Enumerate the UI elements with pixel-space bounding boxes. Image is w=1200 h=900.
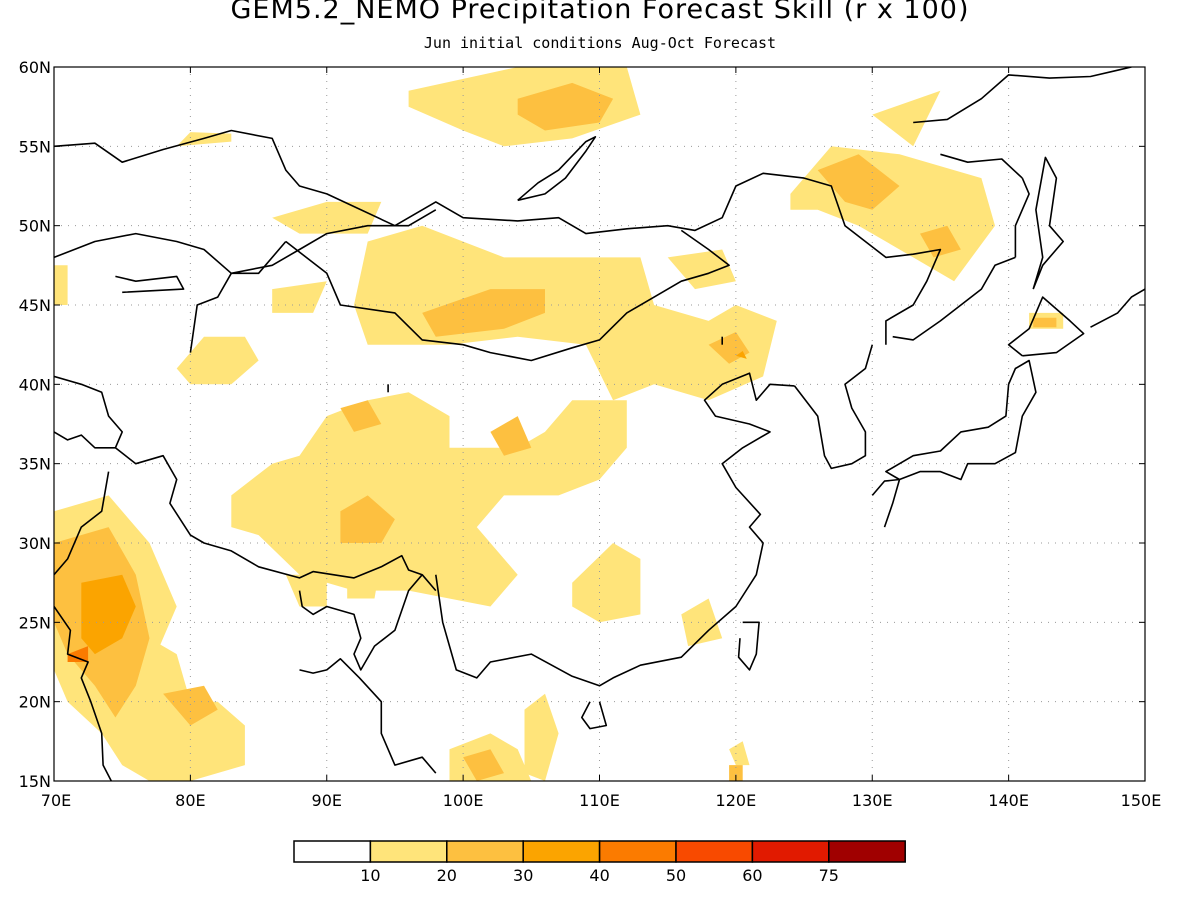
coastline [54,129,942,345]
coastlines [54,67,1145,781]
colorbar-swatch [369,840,448,863]
lat-tick-label: 60N [19,58,51,77]
coastline [54,606,113,781]
skill-region [729,765,743,781]
coastline [885,359,1037,481]
skill-region [67,646,89,662]
lat-tick-label: 15N [19,772,51,791]
coastline [737,621,760,671]
skill-region [517,82,614,131]
lon-tick-label: 150E [1121,791,1162,810]
colorbar-label: 75 [819,866,839,885]
colorbar-swatch [598,840,677,863]
map-subtitle: Jun initial conditions Aug-Oct Forecast [423,34,777,52]
coastline [189,240,287,353]
colorbar-swatch [751,840,830,863]
coastline [517,136,597,202]
coastline [1032,156,1064,290]
skill-region [667,249,736,290]
colorbar: 10 20 30 40 50 60 75 [293,840,906,885]
coastline [54,471,110,576]
lat-tick-label: 50N [19,217,51,236]
skill-region [735,351,747,359]
coastline [1014,177,1030,258]
map-title: GEM5.2_NEMO Precipitation Forecast Skill… [230,0,970,25]
coastline [793,344,874,470]
skill-region [340,400,382,432]
skill-region [340,495,395,543]
lat-tick-label: 45N [19,296,51,315]
lon-tick-label: 140E [988,791,1029,810]
lat-tick-label: 25N [19,613,51,632]
skill-region [422,289,545,337]
coastline [1007,296,1085,357]
lat-tick-label: 55N [19,137,51,156]
lon-tick-label: 90E [312,791,342,810]
skill-region [681,598,723,647]
coastline [580,701,608,730]
skill-shading [54,67,1064,781]
lon-tick-label: 80E [175,791,205,810]
skill-region [872,90,941,147]
colorbar-label: 30 [513,866,533,885]
skill-region [463,749,504,781]
skill-region [285,574,327,607]
lat-tick-label: 20N [19,693,51,712]
coastline [913,67,1132,124]
skill-region [354,225,777,401]
lon-tick-label: 120E [716,791,757,810]
colorbar-label: 20 [437,866,457,885]
skill-region [81,574,136,655]
colorbar-label: 60 [742,866,762,885]
coastline [54,209,437,275]
coastline [285,229,730,362]
skill-region [347,558,382,599]
skill-region [729,741,750,766]
coastline [54,375,437,592]
skill-region [817,154,900,210]
coastline [1090,288,1145,328]
coastline [115,275,185,294]
coastline [299,657,437,774]
colorbar-label: 10 [360,866,380,885]
coastline [54,431,116,449]
lon-tick-label: 130E [852,791,893,810]
skill-region [54,265,68,305]
skill-region [163,685,218,726]
colorbar-swatch [522,840,601,863]
skill-region [176,336,259,385]
colorbar-label: 40 [589,866,609,885]
lat-tick-label: 35N [19,455,51,474]
lat-tick-label: 40N [19,375,51,394]
lat-tick-label: 30N [19,534,51,553]
coastline [892,256,1016,341]
lon-tick-label: 110E [579,791,620,810]
coastline [940,153,1023,179]
axis-ticks: 70E 80E 90E 100E 110E 120E 130E 140E 150E 15N 20N 2… [19,58,1162,810]
colorbar-swatch [675,840,754,863]
skill-region [524,693,559,781]
colorbar-label: 50 [666,866,686,885]
colorbar-swatch [293,840,372,863]
colorbar-swatch [446,840,524,863]
skill-region [1033,317,1057,328]
coastline [298,574,423,671]
skill-region [572,543,641,623]
colorbar-swatch [828,840,906,863]
lon-tick-label: 100E [443,791,484,810]
lon-tick-label: 70E [41,791,71,810]
skill-region [490,416,532,456]
skill-region [920,225,961,258]
coastline [435,372,795,687]
